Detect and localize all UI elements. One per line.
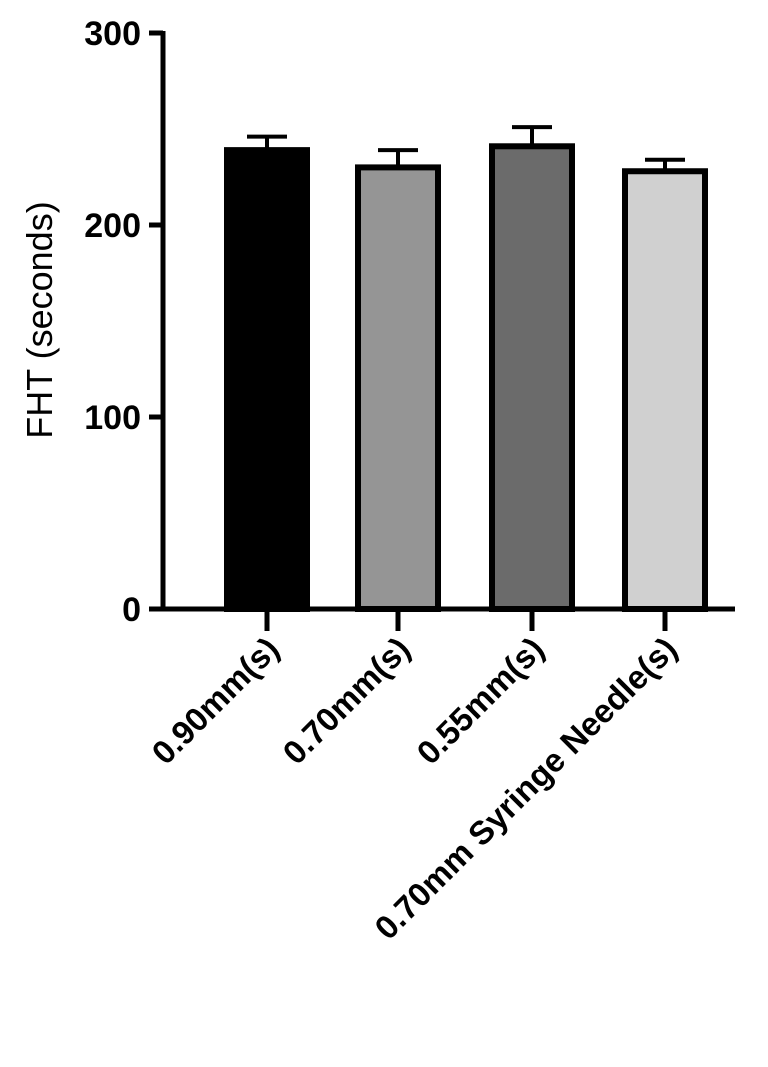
bar [489,143,575,612]
x-tick-label: 0.90mm(s) [144,630,286,772]
y-tick-label: 200 [84,207,141,245]
y-tick-label: 0 [122,591,141,629]
bar [355,164,441,612]
bars [224,125,708,613]
x-tick-label: 0.70mm(s) [275,630,417,772]
bar [622,168,708,613]
x-axis: 0.90mm(s)0.70mm(s)0.55mm(s)0.70mm Syring… [144,606,735,946]
x-tick-label: 0.55mm(s) [409,630,551,772]
bar [224,147,310,612]
y-axis-title: FHT (seconds) [19,201,60,438]
y-tick-label: 300 [84,15,141,53]
y-axis: 0 100 200 300 [84,15,166,629]
y-tick-label: 100 [84,399,141,437]
